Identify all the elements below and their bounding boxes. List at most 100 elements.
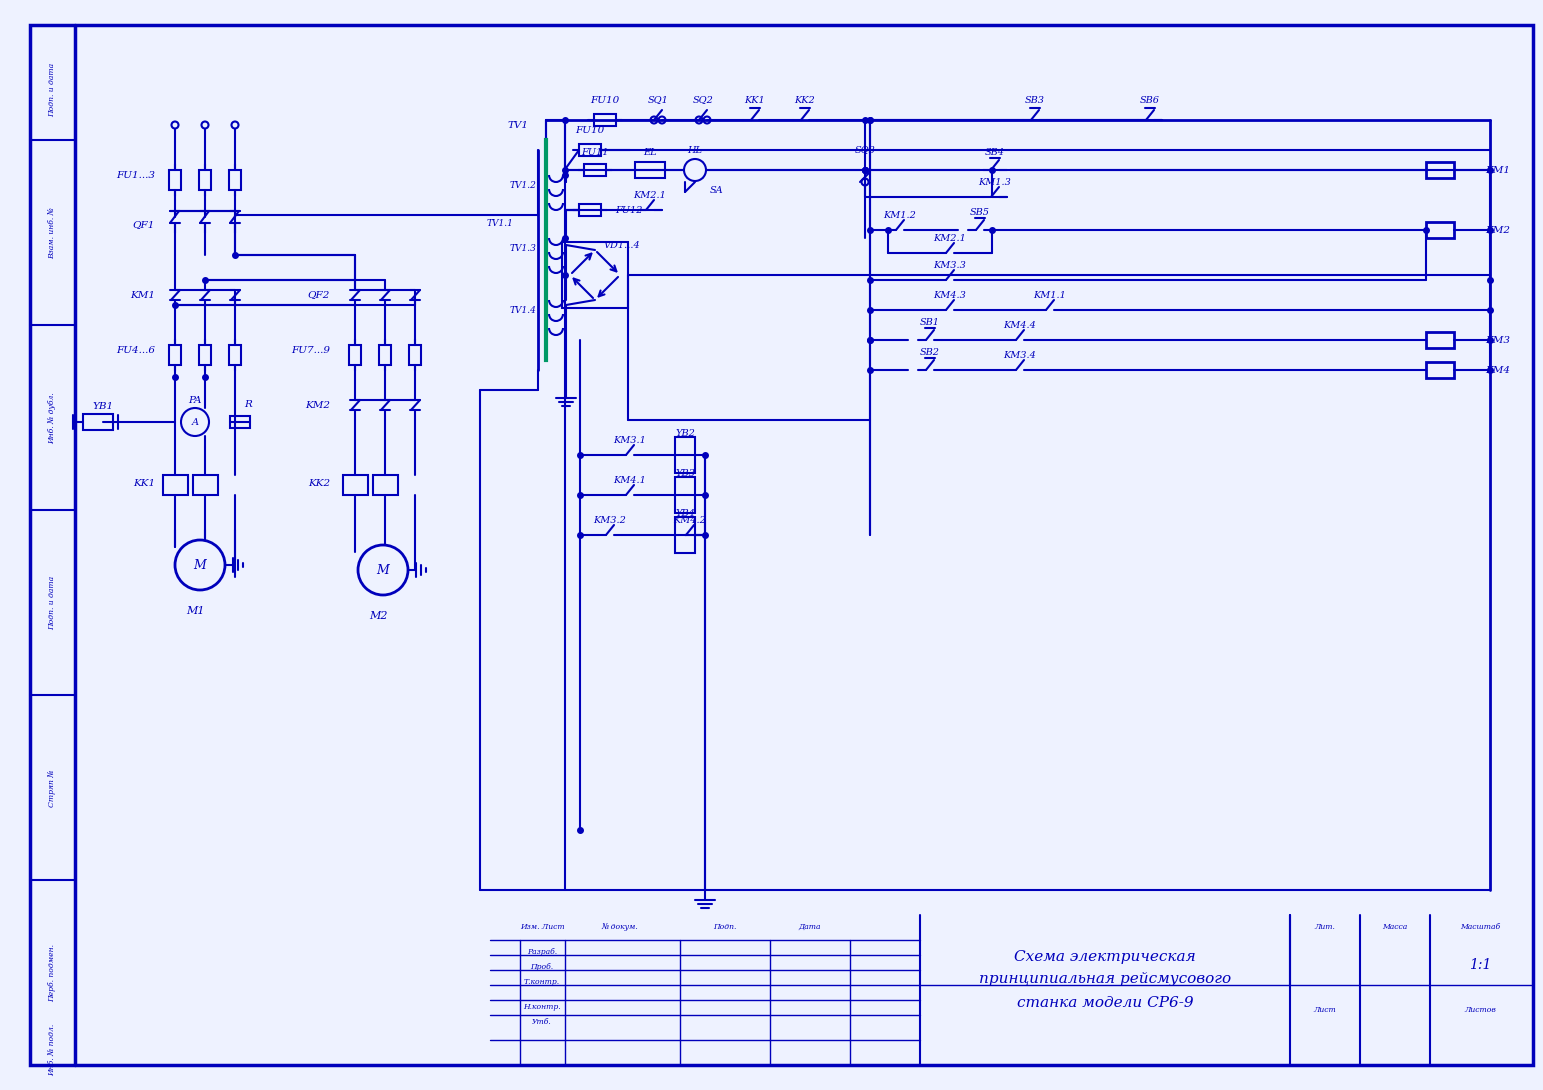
Text: станка модели СР6-9: станка модели СР6-9 <box>1017 996 1193 1010</box>
Text: EL: EL <box>643 147 657 157</box>
Text: FU1...3: FU1...3 <box>116 170 154 180</box>
Text: FU4...6: FU4...6 <box>116 346 154 354</box>
Text: A: A <box>191 417 199 426</box>
Text: TV1.4: TV1.4 <box>509 305 535 315</box>
Text: KM4.3: KM4.3 <box>934 291 966 300</box>
Bar <box>83 414 113 429</box>
Text: YB3: YB3 <box>676 469 694 477</box>
Text: Утб.: Утб. <box>532 1018 552 1026</box>
Bar <box>349 346 361 365</box>
Bar <box>228 346 241 365</box>
Bar <box>164 475 188 495</box>
Bar <box>1426 362 1454 378</box>
Bar <box>170 346 181 365</box>
Text: № докум.: № докум. <box>602 923 639 931</box>
Bar <box>674 477 694 513</box>
Text: Разраб.: Разраб. <box>528 948 557 956</box>
Text: KM1.3: KM1.3 <box>978 178 1012 186</box>
Text: Лист: Лист <box>1313 1006 1336 1014</box>
Bar <box>1426 332 1454 348</box>
Text: M1: M1 <box>185 606 204 616</box>
Text: KM1: KM1 <box>1484 166 1511 174</box>
Bar <box>1426 162 1454 178</box>
Text: KM3.3: KM3.3 <box>934 261 966 269</box>
Text: YB2: YB2 <box>676 428 694 437</box>
Text: FU10: FU10 <box>576 125 605 134</box>
Text: M2: M2 <box>369 611 387 621</box>
Text: YB4: YB4 <box>676 509 694 518</box>
Bar <box>230 416 250 428</box>
Circle shape <box>704 117 710 123</box>
Text: SB5: SB5 <box>971 207 991 217</box>
Bar <box>594 114 616 126</box>
Text: M: M <box>376 564 389 577</box>
Text: SB2: SB2 <box>920 348 940 356</box>
Circle shape <box>358 545 407 595</box>
Text: Инб. № подл.: Инб. № подл. <box>48 1024 56 1076</box>
Text: Изм. Лист: Изм. Лист <box>520 923 565 931</box>
Text: YB1: YB1 <box>93 401 114 411</box>
Text: KM2: KM2 <box>1484 226 1511 234</box>
Text: TV1.1: TV1.1 <box>486 218 512 228</box>
Text: QF1: QF1 <box>133 220 154 230</box>
Bar <box>562 242 628 308</box>
Text: KM3: KM3 <box>1484 336 1511 344</box>
Text: KM3.1: KM3.1 <box>614 436 647 445</box>
Text: TV1: TV1 <box>508 121 528 130</box>
Text: QF2: QF2 <box>307 291 330 300</box>
Circle shape <box>659 117 665 123</box>
Bar <box>373 475 398 495</box>
Text: KK2: KK2 <box>795 96 815 105</box>
Text: FU10: FU10 <box>591 96 620 105</box>
Text: KM3.2: KM3.2 <box>594 516 626 524</box>
Circle shape <box>684 159 707 181</box>
Bar <box>1426 222 1454 238</box>
Text: Т.контр.: Т.контр. <box>525 978 560 986</box>
Text: FU12: FU12 <box>616 206 642 215</box>
Text: Инб. № дубл.: Инб. № дубл. <box>48 392 56 444</box>
Text: KM4.1: KM4.1 <box>614 475 647 484</box>
Text: Схема электрическая: Схема электрическая <box>1014 950 1196 964</box>
Text: Масса: Масса <box>1383 923 1407 931</box>
Text: SA: SA <box>710 185 724 194</box>
Text: VD1...4: VD1...4 <box>603 241 640 250</box>
Text: Перб. подмен.: Перб. подмен. <box>48 944 56 1002</box>
Circle shape <box>174 540 225 590</box>
Circle shape <box>861 179 869 185</box>
Text: Взам. инб. №: Взам. инб. № <box>48 207 56 259</box>
Bar <box>193 475 218 495</box>
Text: HL: HL <box>688 145 702 155</box>
Circle shape <box>231 121 239 129</box>
Text: SB1: SB1 <box>920 317 940 327</box>
Text: SB3: SB3 <box>1025 96 1045 105</box>
Text: KM4: KM4 <box>1484 365 1511 375</box>
Text: Масштаб: Масштаб <box>1460 923 1500 931</box>
Text: Лит.: Лит. <box>1315 923 1335 931</box>
Text: Подп. и дата: Подп. и дата <box>48 576 56 630</box>
Bar <box>583 164 606 175</box>
Circle shape <box>696 117 702 123</box>
Text: PA: PA <box>188 396 202 404</box>
Text: Н.контр.: Н.контр. <box>523 1003 560 1012</box>
Text: KM2: KM2 <box>306 400 330 410</box>
Circle shape <box>202 121 208 129</box>
Text: Стряп №: Стряп № <box>48 770 56 807</box>
Text: KM2.1: KM2.1 <box>934 233 966 242</box>
Bar <box>409 346 421 365</box>
Bar <box>380 346 390 365</box>
Text: SQ2: SQ2 <box>693 96 713 105</box>
Text: KM1: KM1 <box>130 291 154 300</box>
Text: TV1.3: TV1.3 <box>509 243 535 253</box>
Text: Листов: Листов <box>1464 1006 1495 1014</box>
Text: TV1.2: TV1.2 <box>509 181 535 190</box>
Text: SQ3: SQ3 <box>855 145 875 155</box>
Text: KM4.2: KM4.2 <box>674 516 707 524</box>
Bar <box>343 475 367 495</box>
Text: KM1.2: KM1.2 <box>884 210 917 219</box>
Text: SQ1: SQ1 <box>648 96 668 105</box>
Text: FU7...9: FU7...9 <box>292 346 330 354</box>
Bar <box>579 144 602 156</box>
Bar <box>674 517 694 553</box>
Bar <box>199 346 211 365</box>
Text: Дата: Дата <box>799 923 821 931</box>
